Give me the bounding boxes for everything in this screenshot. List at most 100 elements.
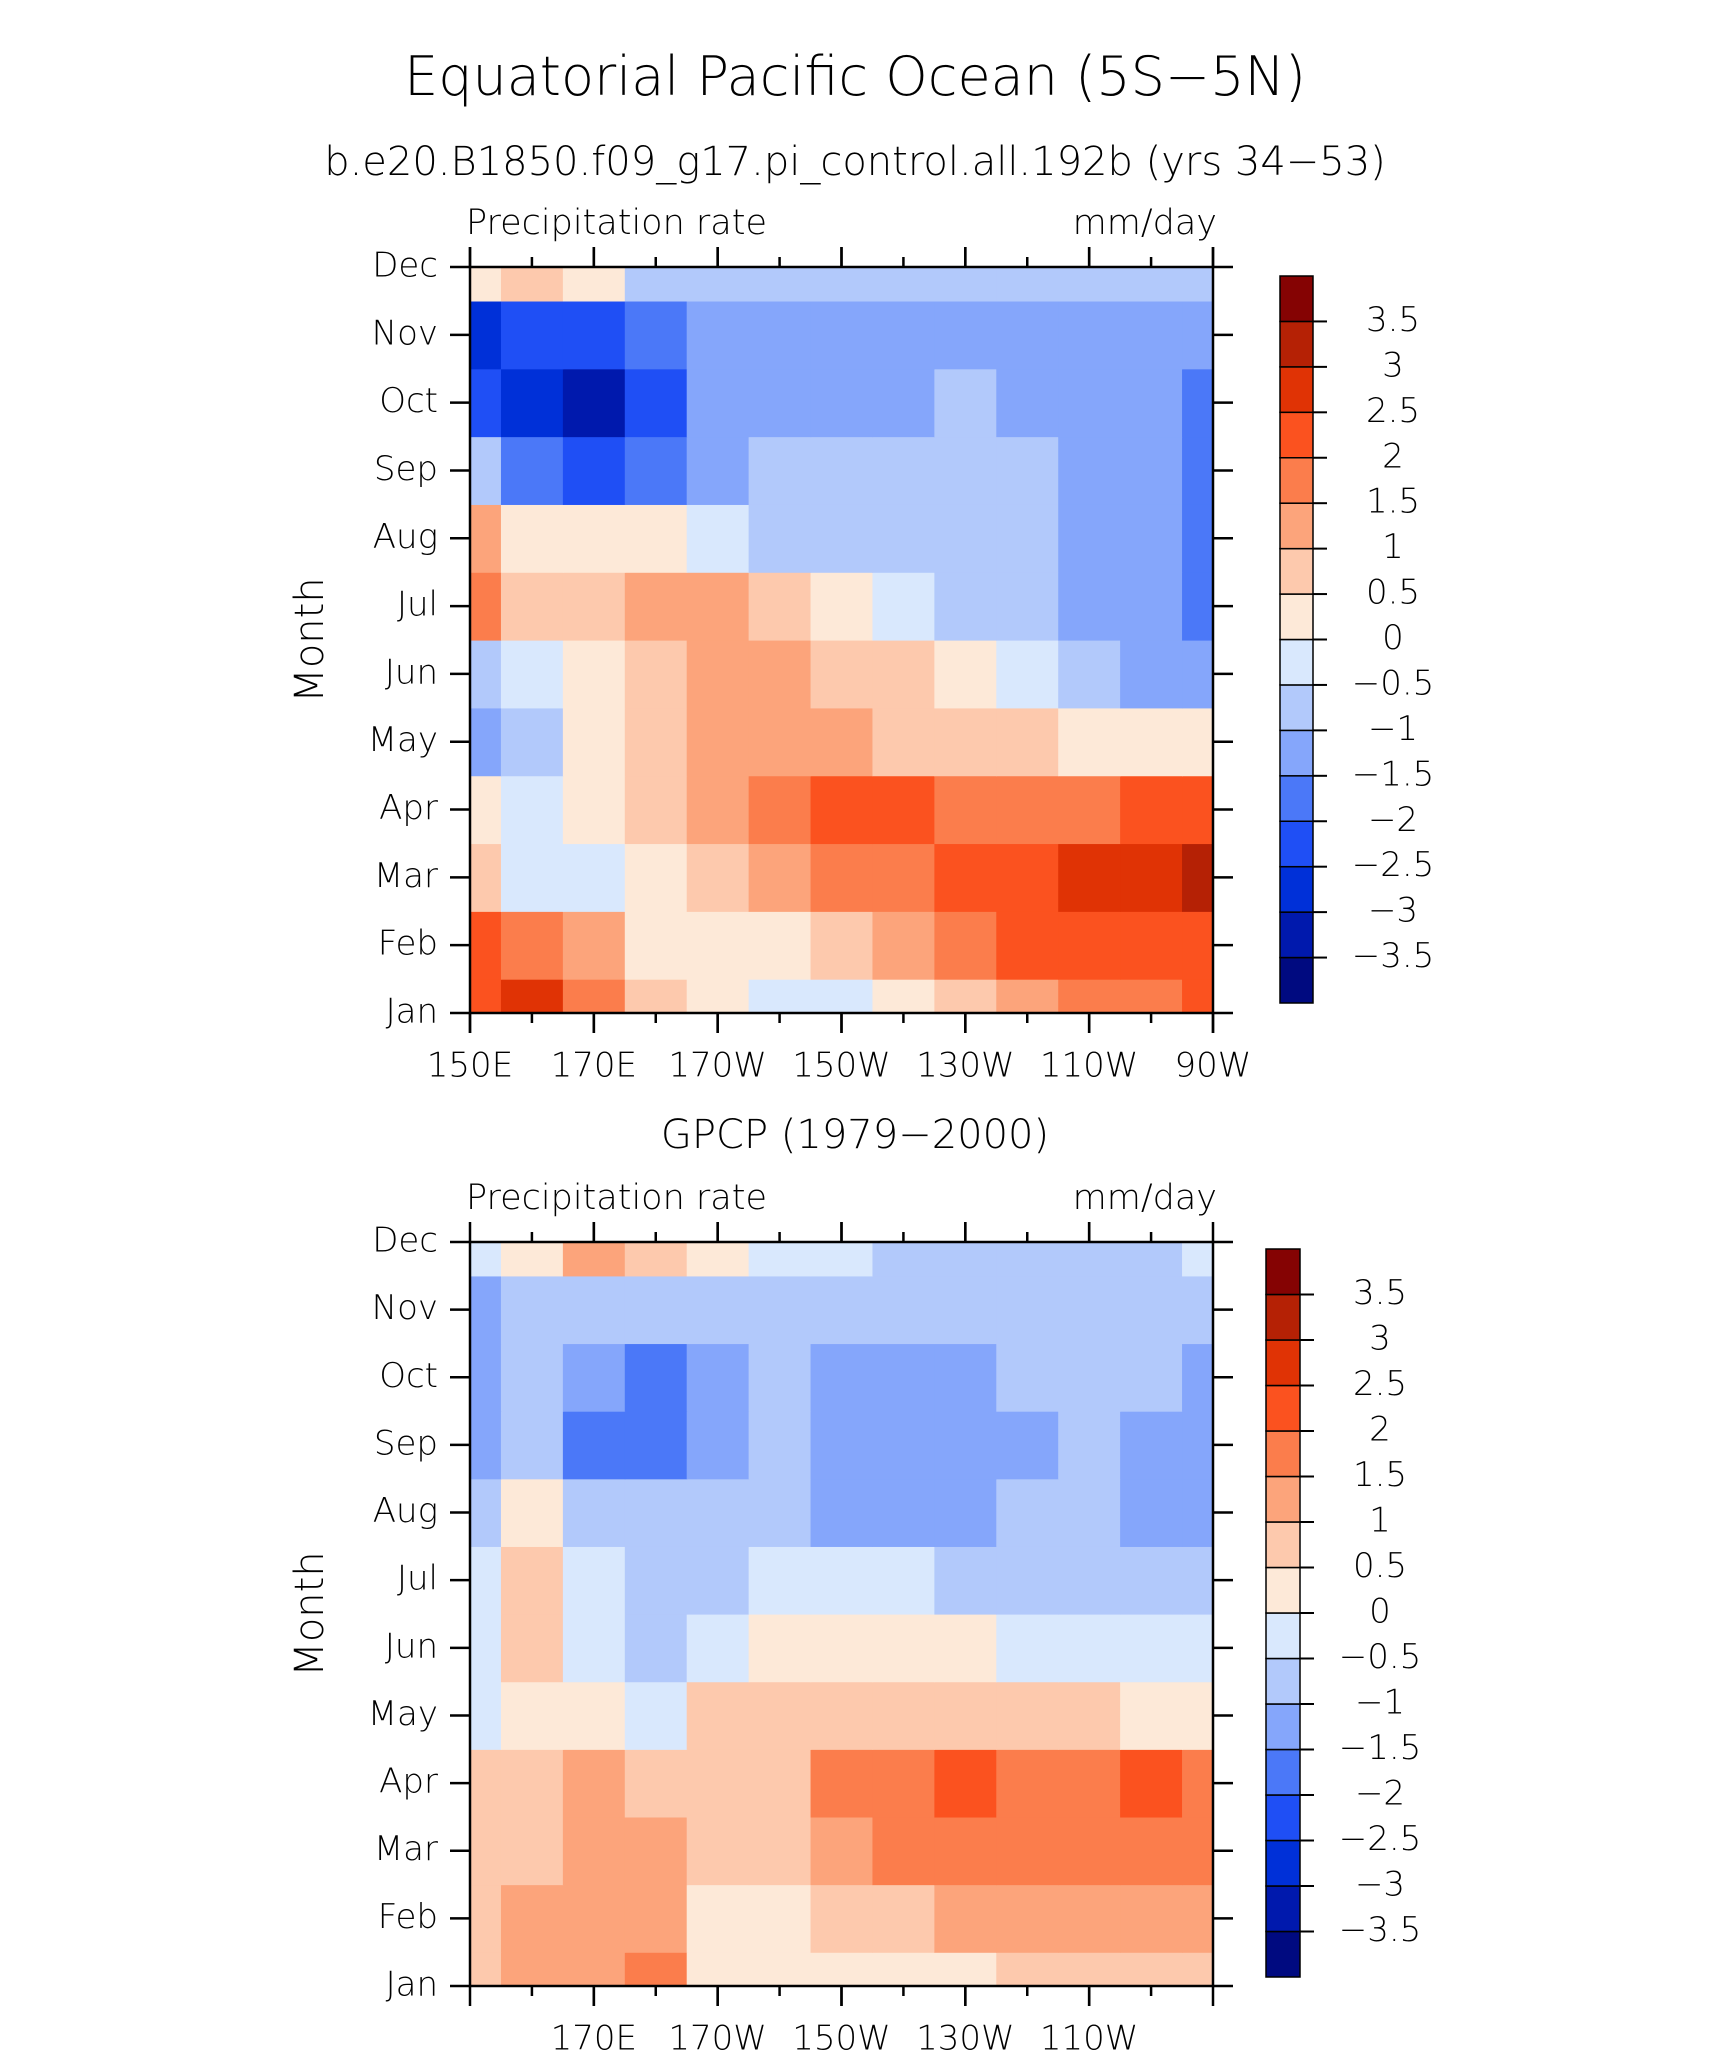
colorbar-box	[1279, 502, 1314, 550]
contour-cell	[1058, 640, 1121, 709]
contour-cell	[470, 1242, 502, 1277]
y-tick-label: Jan	[386, 1965, 438, 2005]
contour-cell	[996, 1275, 1059, 1345]
contour-cell	[810, 843, 874, 912]
contour-cell	[624, 911, 688, 980]
contour-cell	[1182, 1681, 1214, 1750]
contour-cell	[562, 1816, 626, 1886]
colorbar-label: 1.5	[1353, 1455, 1407, 1495]
contour-cell	[1058, 436, 1121, 505]
colorbar-label: −1.5	[1339, 1728, 1422, 1768]
contour-cell	[872, 843, 935, 912]
colorbar-box	[1265, 1566, 1301, 1614]
y-tick-label: Aug	[373, 517, 438, 557]
contour-cell	[1182, 368, 1214, 438]
contour-cell	[996, 911, 1059, 980]
colorbar-box	[1279, 275, 1314, 323]
contour-cell	[562, 775, 626, 845]
x-tick-label: 90W	[1175, 1046, 1252, 1086]
contour-cell	[562, 267, 626, 302]
contour-cell	[1120, 1884, 1183, 1953]
contour-cell	[562, 504, 626, 573]
contour-cell	[1058, 1242, 1121, 1277]
contour-cell	[686, 707, 750, 777]
contour-cell	[562, 1478, 626, 1547]
contour-cell	[500, 1478, 564, 1547]
contour-cell	[872, 368, 935, 438]
contour-cell	[748, 1749, 812, 1818]
contour-cell	[872, 979, 935, 1014]
colorbar-label: 2	[1369, 1410, 1391, 1450]
contour-cell	[934, 640, 997, 709]
contour-cell	[872, 640, 935, 709]
contour-cell	[624, 1816, 688, 1886]
contour-cell	[872, 1816, 935, 1886]
contour-cell	[996, 300, 1059, 370]
contour-cell	[686, 267, 750, 302]
right-string: mm/day	[1073, 203, 1217, 243]
contour-cell	[686, 1275, 750, 1345]
contour-cell	[562, 640, 626, 709]
contour-cell	[1182, 1952, 1214, 1987]
contour-cell	[470, 707, 502, 777]
contour-cell	[1058, 1275, 1121, 1345]
contour-cell	[470, 775, 502, 845]
colorbar-label: −3.5	[1339, 1910, 1422, 1950]
y-tick-label: Oct	[379, 381, 438, 421]
contour-cell	[500, 979, 564, 1014]
colorbar-box	[1265, 1430, 1301, 1478]
contour-cell	[500, 640, 564, 709]
contour-cell	[1120, 1275, 1183, 1345]
contour-cell	[624, 707, 688, 777]
contour-cell	[872, 1275, 935, 1345]
contour-cell	[934, 1614, 997, 1683]
contour-cell	[500, 911, 564, 980]
contour-cell	[500, 1411, 564, 1480]
contour-cell	[934, 1411, 997, 1480]
contour-cell	[562, 1952, 626, 1987]
contour-cell	[934, 1952, 997, 1987]
subtitle: GPCP (1979−2000)	[661, 1112, 1049, 1158]
contour-cell	[934, 1478, 997, 1547]
contour-cell	[748, 1343, 812, 1412]
colorbar-label: −1	[1355, 1683, 1405, 1723]
contour-cell	[934, 368, 997, 438]
contour-cell	[810, 1343, 874, 1412]
colorbar-label: −2.5	[1339, 1819, 1422, 1859]
contour-cell	[872, 707, 935, 777]
contour-cell	[996, 1478, 1059, 1547]
contour-cell	[810, 1952, 874, 1987]
contour-cell	[1120, 1681, 1183, 1750]
contour-cell	[1120, 1952, 1183, 1987]
contour-cell	[748, 436, 812, 505]
contour-cell	[872, 1614, 935, 1683]
colorbar-label: 2.5	[1353, 1364, 1407, 1404]
contour-cell	[996, 707, 1059, 777]
contour-cell	[1058, 1478, 1121, 1547]
contour-cell	[810, 1411, 874, 1480]
contour-cell	[748, 1275, 812, 1345]
contour-cell	[1120, 436, 1183, 505]
contour-cell	[624, 267, 688, 302]
colorbar-box	[1265, 1748, 1301, 1796]
contour-cell	[1182, 775, 1214, 845]
contour-cell	[810, 368, 874, 438]
contour-cell	[1182, 1242, 1214, 1277]
contour-cell	[1058, 572, 1121, 641]
x-tick-label: 170E	[551, 2019, 637, 2059]
contour-cell	[624, 572, 688, 641]
contour-cell	[1182, 1343, 1214, 1412]
contour-cell	[872, 1952, 935, 1987]
colorbar-box	[1265, 1248, 1301, 1296]
colorbar-label: −3	[1368, 891, 1418, 931]
contour-cell	[1182, 504, 1214, 573]
contour-cell	[810, 1275, 874, 1345]
contour-cell	[470, 1681, 502, 1750]
x-tick-label: 170W	[668, 1046, 767, 1086]
contour-cell	[624, 1478, 688, 1547]
colorbar-label: 3.5	[1366, 300, 1420, 340]
contour-cell	[500, 1343, 564, 1412]
contour-cell	[748, 267, 812, 302]
contour-cell	[1120, 707, 1183, 777]
